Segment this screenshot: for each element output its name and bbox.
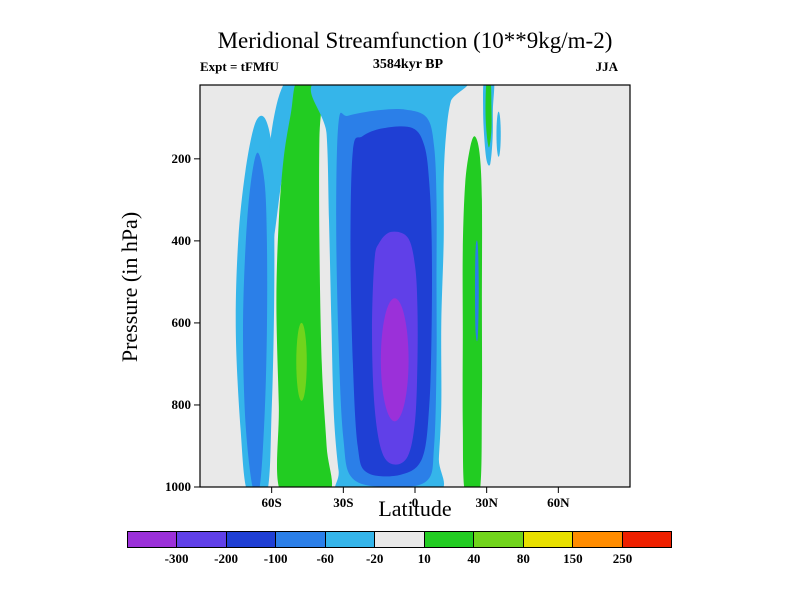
colorbar-label: 150 (563, 551, 583, 566)
experiment-label: Expt = tFMfU (200, 59, 279, 74)
y-tick-label: 200 (172, 151, 192, 166)
contour-region-sh-polar-blue (243, 152, 268, 487)
time-label: 3584kyr BP (372, 57, 444, 72)
colorbar-segment (276, 532, 326, 547)
colorbar-segment (226, 532, 277, 547)
contour-region-nh-top-green (485, 85, 492, 148)
colorbar-segment (375, 532, 425, 547)
y-tick-label: 1000 (165, 479, 191, 494)
colorbar-label: -60 (316, 551, 334, 566)
colorbar-segment (177, 532, 227, 547)
y-tick-label: 400 (172, 233, 192, 248)
colorbar-segment (424, 532, 475, 547)
colorbar-segment (573, 532, 623, 547)
colorbar-segment (325, 532, 376, 547)
colorbar-label: -100 (263, 551, 288, 566)
colorbar-segment (622, 532, 671, 547)
colorbar-label: -300 (164, 551, 189, 566)
x-axis-label: Latitude (378, 496, 452, 521)
contour-region-sh-ferrel-green (276, 85, 332, 487)
x-tick-label: 0 (412, 495, 419, 510)
contour-region-nh-sliver-blue (475, 240, 479, 342)
colorbar-label: 10 (417, 551, 431, 566)
contour-region-hadley-purple-core (380, 298, 409, 422)
contour-region-nh-top-dot-cyan (496, 111, 501, 157)
colorbar-label: -20 (366, 551, 384, 566)
x-tick-label: 60N (547, 495, 570, 510)
season-label: JJA (595, 59, 618, 74)
colorbar (127, 531, 672, 548)
colorbar-label: -200 (214, 551, 238, 566)
colorbar-label: 250 (612, 551, 633, 566)
colorbar-label: 40 (467, 551, 481, 566)
x-tick-label: 30S (333, 495, 353, 510)
contour-region-sh-ferrel-core (296, 322, 307, 401)
colorbar-segment (474, 532, 524, 547)
colorbar-segment (523, 532, 574, 547)
y-tick-label: 800 (172, 397, 192, 412)
chart-title: Meridional Streamfunction (10**9kg/m-2) (217, 28, 613, 53)
colorbar-labels: -300 -200 -100 -60 -20 10 40 80 150 250 (127, 551, 672, 567)
colorbar-label: 80 (516, 551, 530, 566)
x-tick-label: 30N (475, 495, 498, 510)
y-tick-label: 600 (172, 315, 192, 330)
x-tick-label: 60S (262, 495, 282, 510)
contour-region-nh-subtropics-green (462, 136, 483, 487)
colorbar-segment (128, 532, 178, 547)
